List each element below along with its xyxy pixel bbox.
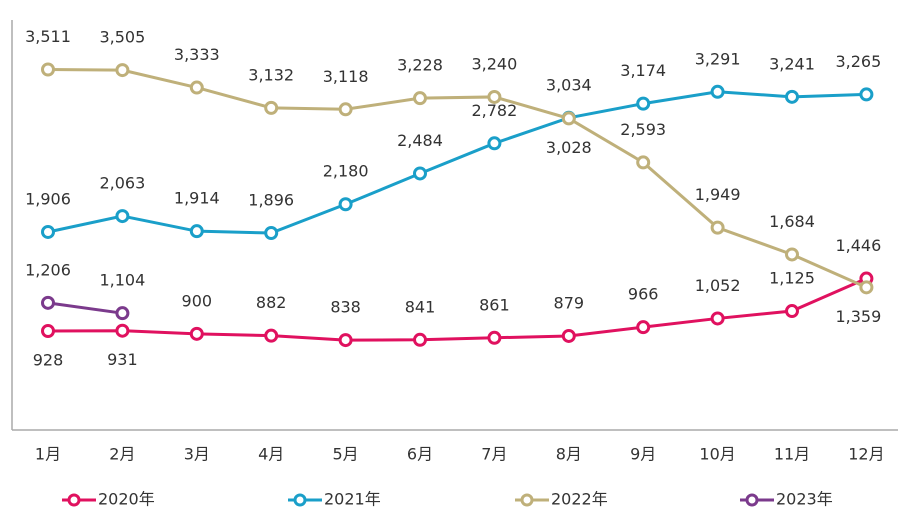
- series-line: [47, 301, 123, 315]
- point: [785, 247, 799, 262]
- point: [710, 220, 725, 235]
- point: [41, 323, 55, 338]
- point: [264, 328, 279, 343]
- data-label: 3,333: [174, 45, 220, 64]
- x-tick-label: 6月: [407, 445, 433, 464]
- point: [189, 80, 204, 95]
- data-label: 879: [554, 293, 585, 312]
- point: [710, 84, 725, 99]
- data-label: 928: [33, 350, 64, 369]
- data-label: 1,206: [25, 260, 71, 279]
- data-label: 1,104: [99, 271, 145, 290]
- point: [487, 330, 502, 345]
- data-label: 2,593: [620, 120, 666, 139]
- legend-marker: [745, 493, 759, 507]
- data-label: 3,028: [546, 138, 592, 157]
- data-label: 3,228: [397, 56, 443, 75]
- data-label: 3,132: [248, 65, 294, 84]
- data-label: 3,291: [695, 49, 741, 68]
- data-label: 1,914: [174, 189, 220, 208]
- data-label: 2,484: [397, 131, 443, 150]
- data-label: 861: [479, 295, 510, 314]
- x-tick-label: 3月: [184, 445, 210, 464]
- data-label: 2,063: [99, 174, 145, 193]
- point: [710, 311, 725, 326]
- data-label: 882: [256, 293, 287, 312]
- point: [487, 89, 502, 104]
- point: [41, 295, 55, 310]
- data-label: 1,446: [835, 236, 881, 255]
- point: [561, 111, 576, 126]
- point: [636, 155, 651, 170]
- x-tick-label: 1月: [35, 445, 61, 464]
- data-label: 3,034: [546, 75, 592, 94]
- point: [413, 332, 427, 347]
- point: [41, 62, 55, 77]
- point: [115, 323, 130, 338]
- point: [785, 304, 799, 319]
- data-label: 3,118: [323, 67, 369, 86]
- series-line: [47, 277, 868, 342]
- data-label: 900: [182, 291, 213, 310]
- x-tick-label: 12月: [848, 445, 884, 464]
- x-tick-label: 5月: [333, 445, 359, 464]
- x-tick-label: 4月: [258, 445, 284, 464]
- data-label: 2,782: [471, 101, 517, 120]
- legend-label: 2023年: [776, 490, 833, 509]
- point: [115, 209, 130, 224]
- point: [636, 320, 651, 335]
- point: [413, 166, 427, 181]
- data-label: 2,180: [323, 162, 369, 181]
- data-label: 966: [628, 285, 659, 304]
- data-label: 1,359: [835, 307, 881, 326]
- x-tick-label: 7月: [481, 445, 507, 464]
- data-label: 3,241: [769, 54, 815, 73]
- x-tick-label: 10月: [699, 445, 735, 464]
- data-label: 1,896: [248, 190, 294, 209]
- point: [189, 326, 204, 341]
- series-line: [47, 68, 868, 289]
- point: [338, 197, 353, 212]
- legend-label: 2021年: [324, 490, 381, 509]
- point: [859, 87, 874, 102]
- legend-label: 2020年: [98, 490, 155, 509]
- legend-marker: [520, 493, 534, 507]
- data-label: 3,511: [25, 27, 71, 46]
- point: [264, 100, 279, 115]
- point: [785, 89, 799, 104]
- data-label: 1,125: [769, 269, 815, 288]
- x-tick-label: 8月: [556, 445, 582, 464]
- data-label: 3,505: [99, 28, 145, 47]
- x-tick-label: 2月: [109, 445, 135, 464]
- point: [487, 136, 502, 151]
- data-label: 3,240: [471, 54, 517, 73]
- data-label: 1,949: [695, 185, 741, 204]
- point: [859, 280, 874, 295]
- data-label: 931: [107, 350, 138, 369]
- data-label: 1,052: [695, 276, 741, 295]
- point: [115, 63, 130, 78]
- x-tick-label: 9月: [630, 445, 656, 464]
- data-label: 1,906: [25, 189, 71, 208]
- data-label: 1,684: [769, 212, 815, 231]
- point: [561, 328, 576, 343]
- series-line: [47, 90, 867, 235]
- legend-marker: [67, 493, 81, 507]
- point: [115, 306, 130, 321]
- x-tick-label: 11月: [774, 445, 810, 464]
- legend-label: 2022年: [551, 490, 608, 509]
- point: [264, 225, 279, 240]
- point: [413, 91, 427, 106]
- data-label: 841: [405, 297, 436, 316]
- data-label: 3,265: [835, 52, 881, 71]
- point: [338, 102, 353, 117]
- point: [41, 224, 55, 239]
- data-label: 3,174: [620, 61, 666, 80]
- legend-marker: [293, 493, 307, 507]
- data-label: 838: [330, 298, 361, 317]
- point: [189, 224, 204, 239]
- point: [338, 333, 353, 348]
- point: [636, 96, 651, 111]
